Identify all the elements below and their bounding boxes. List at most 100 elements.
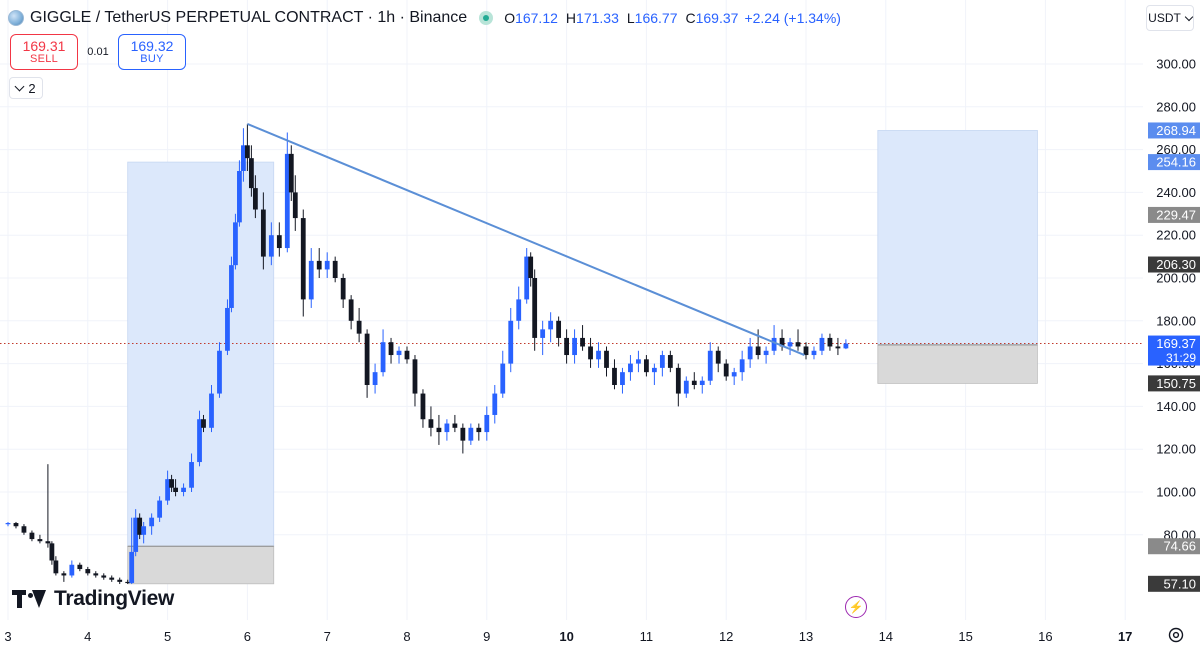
close-label: C — [685, 10, 696, 26]
candle-body — [508, 320, 514, 364]
candle-body — [667, 355, 673, 368]
candle-body — [436, 427, 442, 433]
candle-body — [396, 350, 402, 356]
y-axis-tick-label: 100.00 — [1156, 485, 1196, 500]
candle-body — [209, 393, 214, 428]
candle-body — [308, 260, 314, 300]
currency-selector[interactable]: USDT — [1146, 5, 1194, 31]
candle-body — [276, 235, 282, 249]
x-axis-tick-label: 15 — [958, 629, 972, 644]
candle-body — [779, 337, 785, 347]
candle-body — [524, 256, 530, 300]
y-axis-tick-label: 280.00 — [1156, 99, 1196, 114]
y-axis-tick-label: 120.00 — [1156, 442, 1196, 457]
candle-body — [225, 307, 230, 351]
candle-body — [843, 343, 849, 349]
candle-body — [580, 337, 585, 347]
price-tag-268.94 — [1148, 122, 1200, 139]
candle-body — [372, 372, 378, 385]
candle-body — [787, 342, 793, 347]
candle-body — [237, 171, 242, 223]
currency-label: USDT — [1148, 11, 1181, 25]
x-axis-tick-label: 14 — [879, 629, 893, 644]
candle-body — [380, 342, 386, 373]
chevron-down-icon — [1184, 12, 1194, 21]
candle-body — [540, 329, 546, 338]
candle-body — [133, 517, 139, 552]
high-label: H — [565, 10, 577, 26]
lightning-icon[interactable]: ⚡ — [845, 596, 867, 618]
chevron-down-icon — [14, 81, 25, 91]
x-axis-tick-label: 17 — [1118, 629, 1132, 644]
candle-body — [412, 359, 418, 394]
candle-body — [109, 577, 115, 580]
candle-body — [452, 423, 458, 428]
long-position-2-target-zone — [877, 130, 1038, 346]
candle-body — [157, 500, 163, 518]
candle-body — [835, 346, 841, 349]
candle-body — [420, 393, 426, 420]
candle-body — [827, 337, 833, 347]
x-axis-tick-label: 11 — [640, 629, 654, 644]
price-tag-74.66 — [1148, 538, 1200, 555]
candle-body — [292, 192, 298, 219]
candle-body — [348, 299, 354, 321]
tradingview-logo-icon — [12, 590, 46, 608]
buy-price: 169.32 — [130, 37, 174, 54]
y-axis-tick-label: 180.00 — [1156, 313, 1196, 328]
tradingview-branding[interactable]: TradingView — [12, 587, 174, 611]
sell-label: SELL — [29, 52, 59, 65]
candle-body — [93, 573, 99, 576]
price-tag-label: 254.16 — [1156, 155, 1196, 170]
low-label: L — [626, 10, 635, 26]
candle-body — [173, 487, 178, 492]
candle-body — [771, 337, 777, 351]
x-axis-tick-label: 7 — [324, 629, 331, 644]
market-open-dot-icon — [479, 11, 494, 25]
price-tag-57.10 — [1148, 575, 1200, 592]
candle-body — [13, 523, 19, 527]
sell-button[interactable]: 169.31 SELL — [10, 34, 78, 70]
candle-body — [364, 333, 370, 385]
indicator-count: 2 — [28, 80, 36, 96]
candle-body — [245, 145, 250, 159]
candle-body — [288, 153, 294, 193]
candle-body — [803, 346, 809, 356]
long-position-2-stop-zone — [877, 344, 1038, 384]
long-position-1-stop-zone — [127, 545, 275, 585]
candle-body — [528, 256, 534, 278]
trade-panel: 169.31 SELL 0.01 169.32 BUY — [10, 34, 186, 70]
candle-body — [739, 359, 745, 373]
candle-body — [691, 380, 697, 385]
open-label: O — [504, 10, 516, 26]
candle-body — [795, 342, 801, 347]
candle-body — [217, 350, 222, 394]
candle-body — [197, 419, 202, 463]
candle-body — [61, 573, 67, 576]
candle-body — [45, 541, 51, 544]
candle-body — [169, 479, 174, 488]
candle-body — [324, 260, 330, 270]
candle-body — [316, 260, 322, 270]
brand-name: TradingView — [54, 587, 175, 610]
candle-body — [165, 479, 170, 501]
buy-button[interactable]: 169.32 BUY — [118, 34, 186, 70]
symbol-title[interactable]: GIGGLE / TetherUS PERPETUAL CONTRACT · 1… — [30, 9, 468, 26]
candle-body — [260, 209, 266, 257]
price-tag-label: 57.10 — [1163, 576, 1196, 591]
candle-body — [137, 517, 143, 535]
candle-body — [572, 337, 577, 356]
candle-body — [468, 427, 474, 441]
candle-body — [233, 222, 238, 266]
candle-body — [241, 145, 246, 171]
y-axis-tick-label: 200.00 — [1156, 271, 1196, 286]
price-tag-206.30 — [1148, 256, 1200, 273]
candle-body — [707, 350, 713, 381]
indicators-toggle-button[interactable]: 2 — [9, 77, 43, 99]
gear-icon[interactable] — [1167, 626, 1185, 644]
price-tag-label: 229.47 — [1156, 207, 1196, 222]
x-axis-tick-label: 5 — [164, 629, 171, 644]
giggle-coin-icon[interactable] — [8, 10, 24, 26]
candle-body — [21, 526, 27, 533]
